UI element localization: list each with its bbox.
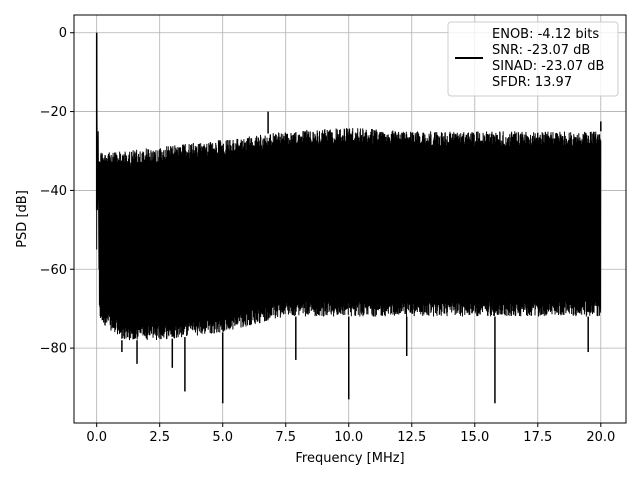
legend-entry-sinad: SINAD: -23.07 dB <box>492 59 604 74</box>
y-tick-label: −40 <box>40 184 67 199</box>
y-axis-ticks: 0 −20 −40 −60 −80 <box>40 26 74 357</box>
y-tick-label: −60 <box>40 263 67 278</box>
y-tick-label: −20 <box>40 105 67 120</box>
legend-entry-snr: SNR: -23.07 dB <box>492 43 590 58</box>
x-tick-label: 0.0 <box>86 430 107 445</box>
legend: ENOB: -4.12 bits SNR: -23.07 dB SINAD: -… <box>447 21 619 97</box>
legend-box <box>447 21 619 97</box>
legend-entry-enob: ENOB: -4.12 bits <box>492 27 599 42</box>
x-tick-label: 10.0 <box>334 430 363 445</box>
plot-frame <box>73 14 627 424</box>
x-axis-label: Frequency [MHz] <box>295 451 404 466</box>
psd-noise-band <box>99 143 601 313</box>
x-tick-label: 2.5 <box>149 430 170 445</box>
x-axis-ticks: 0.0 2.5 5.0 7.5 10.0 12.5 15.0 17.5 20.0 <box>86 423 615 445</box>
series-layer <box>95 32 602 404</box>
y-tick-label: 0 <box>59 26 67 41</box>
x-tick-label: 15.0 <box>460 430 489 445</box>
x-tick-label: 17.5 <box>523 430 552 445</box>
x-tick-label: 7.5 <box>275 430 296 445</box>
y-axis-label: PSD [dB] <box>15 190 30 248</box>
x-tick-label: 12.5 <box>397 430 426 445</box>
legend-entry-sfdr: SFDR: 13.97 <box>492 75 572 90</box>
x-tick-label: 20.0 <box>586 430 615 445</box>
y-tick-label: −80 <box>40 342 67 357</box>
x-tick-label: 5.0 <box>212 430 233 445</box>
